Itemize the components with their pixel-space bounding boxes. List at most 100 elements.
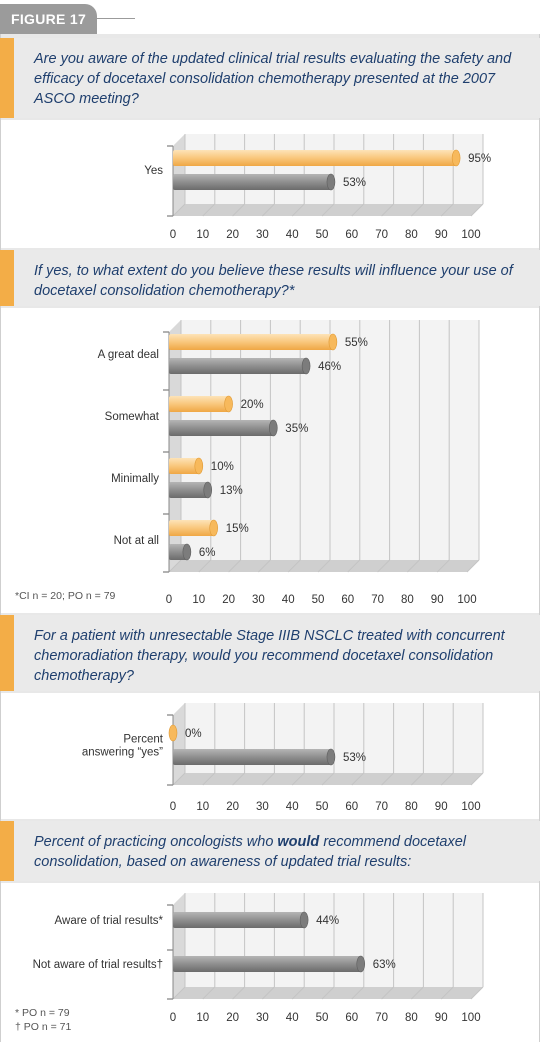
question-4-box: Percent of practicing oncologists who wo…	[0, 821, 540, 881]
x-tick-label: 40	[286, 1012, 299, 1024]
gridline-floor	[436, 559, 450, 573]
data-label: 20%	[241, 399, 264, 411]
gridline-floor	[470, 772, 484, 786]
bar-cap	[328, 333, 338, 351]
gridline-floor	[381, 986, 394, 1000]
data-label: 10%	[211, 461, 234, 473]
chart-4-footnote-2: † PO n = 71	[15, 1021, 72, 1033]
bar	[173, 749, 331, 765]
gridline-floor	[440, 772, 454, 786]
gridline-floor	[232, 772, 245, 786]
bar	[169, 334, 333, 350]
x-tick-label: 90	[435, 229, 448, 241]
gridline-floor	[321, 986, 335, 1000]
gridline-floor	[258, 559, 271, 573]
x-tick-label: 50	[316, 1012, 329, 1024]
x-tick-label: 0	[166, 594, 172, 606]
data-label: 46%	[318, 361, 341, 373]
gridline-floor	[172, 203, 186, 217]
gridline-floor	[411, 203, 424, 217]
gridline-floor	[202, 772, 216, 786]
bar-cap	[326, 748, 336, 766]
data-label: 95%	[468, 153, 491, 165]
bar-cap	[209, 519, 218, 537]
data-label: 6%	[199, 547, 216, 559]
gridline-floor	[411, 772, 424, 786]
data-label: 35%	[285, 423, 308, 435]
x-tick-label: 0	[170, 1012, 176, 1024]
chart-2-panel: 0 10 20 30 40 50 60 70 80 90 100 A great deal 55% 46%…	[0, 308, 540, 613]
gridline-floor	[381, 203, 394, 217]
data-label: 53%	[343, 752, 366, 764]
bar	[169, 358, 307, 374]
chart-2-plot-wall	[169, 320, 479, 572]
data-label: 63%	[373, 959, 396, 971]
category-label: Minimally	[111, 473, 159, 485]
category-label: Somewhat	[105, 411, 160, 423]
x-tick-label: 70	[375, 801, 388, 813]
chart-3-panel: 0 10 20 30 40 50 60 70 80 90 100 Percent answering “…	[0, 693, 540, 819]
chart-4: 0 10 20 30 40 50 60 70 80 90 100 Aware of trial res…	[33, 893, 484, 1024]
x-tick-label: 70	[375, 1012, 388, 1024]
gridline-floor	[407, 559, 420, 573]
data-label: 13%	[220, 485, 243, 497]
bar-cap	[326, 173, 336, 191]
x-tick-label: 100	[461, 1012, 480, 1024]
data-label: 55%	[345, 337, 368, 349]
x-tick-label: 40	[282, 594, 295, 606]
bar	[169, 458, 199, 474]
chart-4-panel: 0 10 20 30 40 50 60 70 80 90 100 Aware of trial res…	[0, 883, 540, 1042]
gridline-floor	[351, 203, 365, 217]
gridline-floor	[291, 203, 305, 217]
category-label: answering “yes”	[82, 747, 163, 759]
gridline-floor	[198, 559, 212, 573]
chart-2-side-wall	[169, 320, 181, 572]
gridline-floor	[321, 772, 335, 786]
gridline-floor	[291, 986, 305, 1000]
x-tick-label: 60	[341, 594, 354, 606]
bar-cap	[451, 149, 461, 167]
gridline-floor	[232, 203, 245, 217]
data-label: 53%	[343, 177, 366, 189]
x-tick-label: 90	[435, 801, 448, 813]
x-tick-label: 20	[226, 801, 239, 813]
x-tick-label: 80	[405, 801, 418, 813]
x-tick-label: 60	[345, 229, 358, 241]
x-tick-label: 10	[196, 801, 209, 813]
chart-1-panel: 0 10 20 30 40 50 60 70 80 90 100 Yes 95% 53%	[0, 120, 540, 248]
gridline-floor	[287, 559, 301, 573]
chart-3-plot-wall	[173, 703, 483, 785]
x-tick-label: 50	[316, 801, 329, 813]
x-tick-label: 30	[256, 801, 269, 813]
bar	[169, 544, 187, 560]
bar	[173, 956, 361, 972]
category-label: Yes	[144, 165, 163, 177]
chart-4-plot-wall	[173, 893, 483, 999]
gridline-floor	[347, 559, 361, 573]
gridline-floor	[202, 986, 216, 1000]
chart-1: 0 10 20 30 40 50 60 70 80 90 100 Yes 95% 53%	[144, 134, 491, 241]
x-tick-label: 20	[226, 1012, 239, 1024]
question-2-box: If yes, to what extent do you believe th…	[0, 250, 540, 306]
chart-2: 0 10 20 30 40 50 60 70 80 90 100 A great deal 55% 46%…	[98, 320, 480, 606]
gridline-floor	[411, 986, 424, 1000]
chart-2-footnote: *CI n = 20; PO n = 79	[15, 590, 116, 602]
bar-cap	[301, 357, 311, 375]
category-label: Not aware of trial results†	[33, 959, 163, 971]
bar	[169, 482, 208, 498]
x-tick-label: 20	[226, 229, 239, 241]
x-tick-label: 50	[312, 594, 325, 606]
x-tick-label: 60	[345, 801, 358, 813]
gridline-floor	[321, 203, 335, 217]
bar	[173, 150, 457, 166]
category-label: A great deal	[98, 349, 159, 361]
bar	[169, 396, 229, 412]
chart-4-side-wall	[173, 893, 185, 999]
bar-cap	[356, 955, 366, 973]
gridline-floor	[202, 203, 216, 217]
x-tick-label: 80	[401, 594, 414, 606]
category-label: Not at all	[114, 535, 159, 547]
gridline-floor	[262, 986, 275, 1000]
gridline-floor	[172, 772, 186, 786]
